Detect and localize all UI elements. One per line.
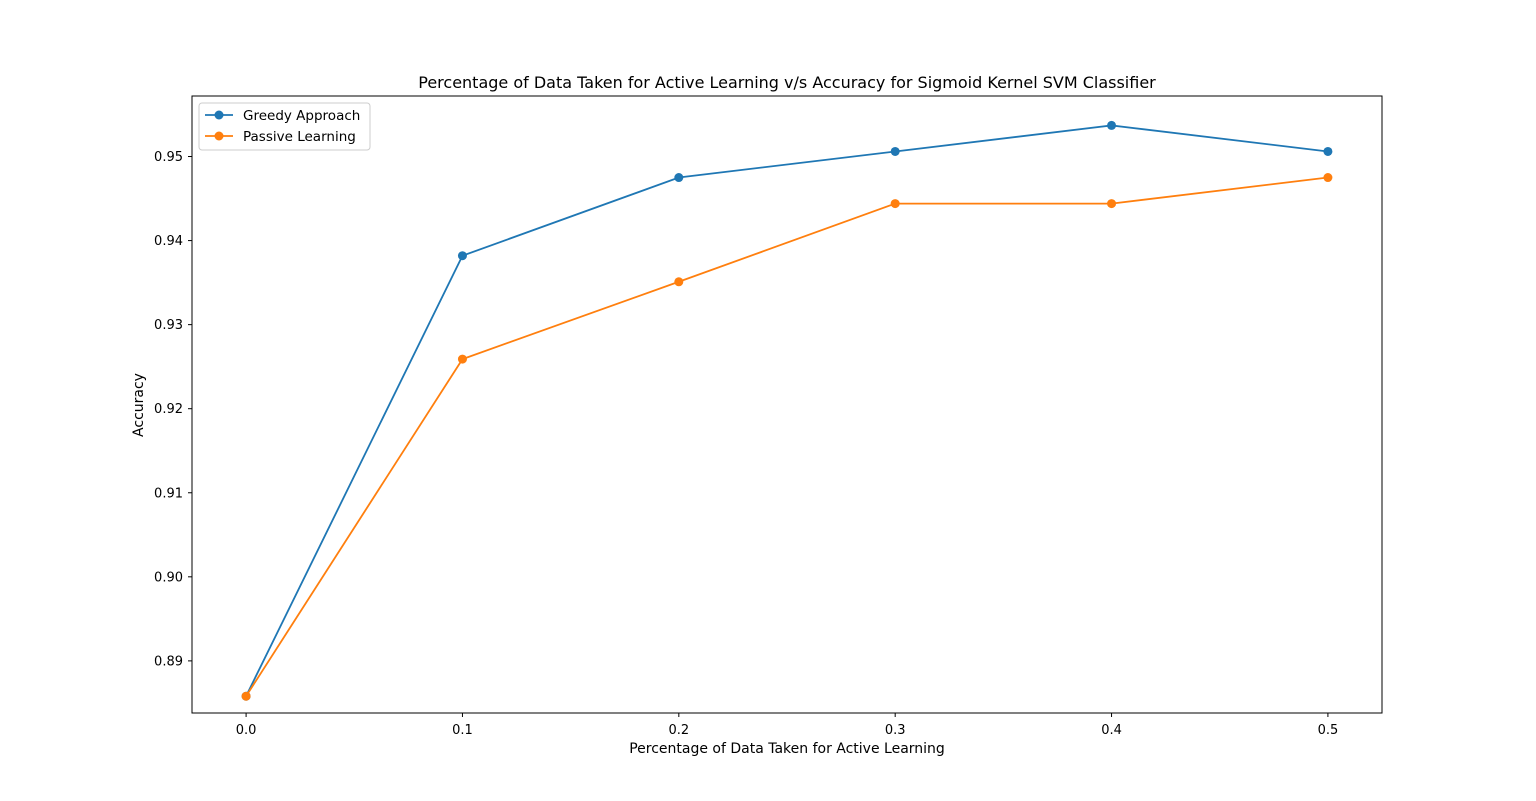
y-tick-label: 0.94 xyxy=(154,234,183,249)
y-axis-label: Accuracy xyxy=(131,373,147,437)
data-point xyxy=(674,277,684,287)
legend-marker xyxy=(214,131,224,141)
data-point xyxy=(1107,199,1117,209)
y-tick-label: 0.95 xyxy=(154,150,183,165)
series-layer xyxy=(241,120,1333,701)
chart-title: Percentage of Data Taken for Active Lear… xyxy=(418,73,1156,92)
data-point xyxy=(457,354,467,364)
series-line xyxy=(245,124,1329,697)
x-tick-label: 0.5 xyxy=(1318,723,1339,738)
plot-area-frame xyxy=(191,95,1383,714)
x-tick-label: 0.4 xyxy=(1101,723,1122,738)
x-tick-label: 0.0 xyxy=(236,723,257,738)
series-1 xyxy=(241,173,1333,701)
legend: Greedy Approach Passive Learning xyxy=(198,102,371,151)
y-axis: 0.89 0.90 0.91 0.92 0.93 0.94 0.95 xyxy=(154,150,192,669)
legend-marker xyxy=(214,110,224,120)
legend-label: Greedy Approach xyxy=(243,108,360,124)
y-tick-label: 0.89 xyxy=(154,654,183,669)
x-tick-label: 0.1 xyxy=(452,723,473,738)
legend-item: Greedy Approach xyxy=(205,108,360,124)
x-axis-label: Percentage of Data Taken for Active Lear… xyxy=(629,741,945,757)
data-point xyxy=(674,173,684,183)
legend-label: Passive Learning xyxy=(243,129,356,145)
data-point xyxy=(890,199,900,209)
data-point xyxy=(890,146,900,156)
series-0 xyxy=(241,120,1333,701)
data-point xyxy=(1323,173,1333,183)
series-line xyxy=(245,176,1329,697)
y-tick-label: 0.91 xyxy=(154,486,183,501)
x-tick-label: 0.2 xyxy=(668,723,689,738)
x-axis: 0.0 0.1 0.2 0.3 0.4 0.5 xyxy=(236,713,1339,738)
data-point xyxy=(1323,146,1333,156)
y-tick-label: 0.92 xyxy=(154,402,183,417)
data-point xyxy=(241,691,251,701)
legend-item: Passive Learning xyxy=(205,129,356,145)
legend-frame xyxy=(198,102,371,151)
data-point xyxy=(457,251,467,261)
x-tick-label: 0.3 xyxy=(885,723,906,738)
y-tick-label: 0.90 xyxy=(154,570,183,585)
data-point xyxy=(1107,120,1117,130)
y-tick-label: 0.93 xyxy=(154,318,183,333)
